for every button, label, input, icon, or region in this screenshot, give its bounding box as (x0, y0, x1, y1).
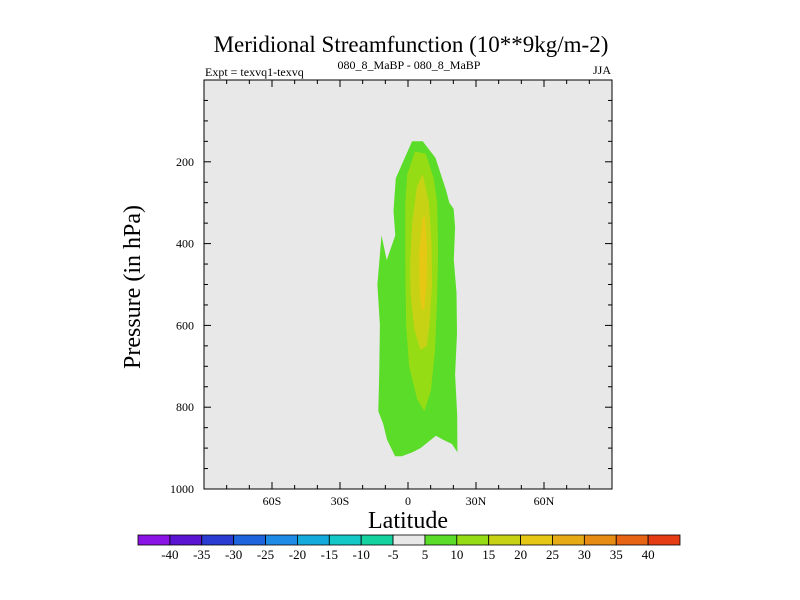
colorbar-swatch (297, 534, 330, 546)
y-tick-label: 600 (176, 318, 194, 332)
colorbar-label: 40 (642, 547, 655, 562)
x-tick-label: 60S (263, 494, 282, 508)
colorbar-label: 10 (450, 547, 463, 562)
y-axis-label: Pressure (in hPa) (120, 205, 146, 369)
colorbar-swatch (615, 534, 649, 546)
chart-title: Meridional Streamfunction (10**9kg/m-2) (214, 32, 609, 57)
experiment-name: 080_8_MaBP - 080_8_MaBP (338, 58, 481, 72)
colorbar-label: -25 (257, 547, 274, 562)
colorbar-swatch (360, 534, 394, 546)
season-label: JJA (593, 63, 611, 77)
colorbar-swatch (456, 534, 490, 546)
colorbar-label: -35 (193, 547, 210, 562)
x-tick-label: 30S (331, 494, 350, 508)
colorbar-label: -30 (225, 547, 242, 562)
x-tick-label: 60N (534, 494, 555, 508)
contour-region-20-25 (419, 215, 427, 309)
y-tick-label: 200 (176, 155, 194, 169)
colorbar: -40 -35 -30 -25 -20 -15 -10 -5 5 10 15 20 25 30 35 40 (137, 534, 681, 562)
colorbar-label: 35 (610, 547, 623, 562)
colorbar-swatch (424, 534, 458, 546)
colorbar-swatch (583, 534, 617, 546)
colorbar-swatch (552, 534, 585, 546)
colorbar-swatch (328, 534, 362, 546)
colorbar-label: -20 (289, 547, 306, 562)
colorbar-label: 30 (578, 547, 591, 562)
colorbar-swatch (265, 534, 298, 546)
y-tick-label: 800 (176, 400, 194, 414)
y-tick-label: 1000 (170, 482, 194, 496)
colorbar-swatch (137, 534, 171, 546)
y-tick-label: 400 (176, 237, 194, 251)
colorbar-label: 25 (546, 547, 559, 562)
x-axis-label: Latitude (368, 508, 448, 534)
colorbar-label: 15 (482, 547, 495, 562)
colorbar-swatch (392, 534, 426, 546)
x-tick-label: 30N (466, 494, 487, 508)
colorbar-swatch (488, 534, 521, 546)
colorbar-swatch (520, 534, 553, 546)
colorbar-swatch (233, 534, 266, 546)
contour-fills (377, 141, 458, 457)
axis-ticks: 60S 30S 0 30N 60N 200 400 600 800 1000 (170, 80, 612, 508)
colorbar-label: 5 (422, 547, 429, 562)
colorbar-label: 20 (514, 547, 527, 562)
colorbar-label: -40 (161, 547, 178, 562)
colorbar-label: -15 (321, 547, 338, 562)
experiment-label: Expt = texvq1-texvq (205, 65, 304, 79)
plot-area: 60S 30S 0 30N 60N 200 400 600 800 1000 (170, 79, 613, 508)
colorbar-label: -5 (388, 547, 399, 562)
x-tick-label: 0 (405, 494, 411, 508)
colorbar-swatch (647, 534, 681, 546)
colorbar-swatch (169, 534, 203, 546)
colorbar-label: -10 (353, 547, 370, 562)
colorbar-swatch (201, 534, 235, 546)
